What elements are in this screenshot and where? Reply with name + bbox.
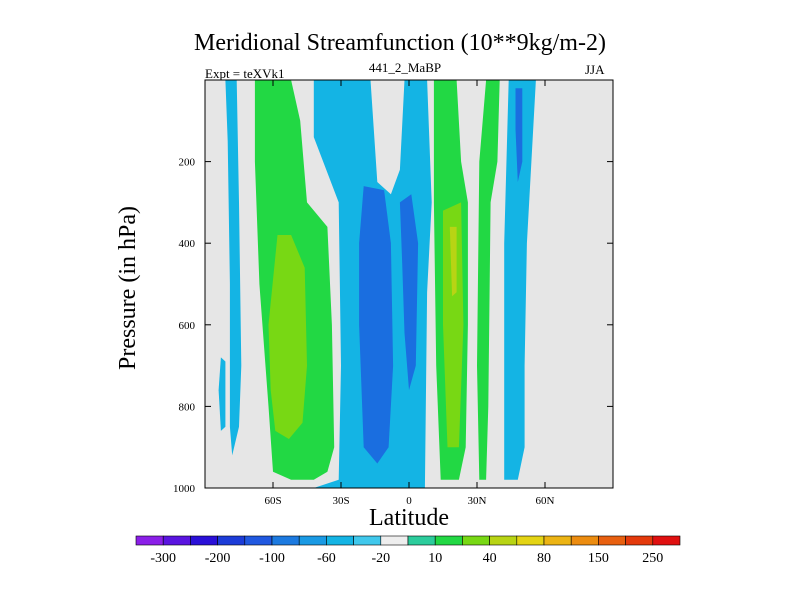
colorbar-swatch [598, 535, 626, 546]
colorbar-swatch [190, 535, 218, 546]
colorbar-swatch [217, 535, 246, 546]
colorbar-swatch [326, 535, 354, 546]
contour-fill-group [218, 80, 536, 488]
colorbar-swatch [135, 535, 164, 546]
colorbar-swatch [543, 535, 572, 546]
x-tick-label: 30N [468, 495, 487, 507]
colorbar-label: -20 [371, 551, 390, 566]
colorbar-swatch [570, 535, 599, 546]
colorbar-swatch [298, 535, 327, 546]
axes: 60S 30S 0 30N 60N 200 400 600 800 1000 [173, 80, 613, 507]
colorbar-label: -300 [150, 551, 176, 566]
y-tick-label: 600 [179, 320, 196, 332]
colorbar-swatch [625, 535, 654, 546]
y-tick-label: 200 [179, 157, 196, 169]
colorbar-swatch [353, 535, 382, 546]
x-tick-label: 60N [536, 495, 555, 507]
contour-region-5 [504, 80, 536, 480]
contour-region-0 [225, 80, 242, 456]
contour-region-6 [359, 186, 394, 464]
contour-region-1 [218, 357, 226, 431]
colorbar-swatch [407, 535, 436, 546]
season-label: JJA [585, 62, 605, 77]
colorbar-label: 250 [642, 551, 663, 566]
x-tick-label: 60S [264, 495, 281, 507]
colorbar-label: 10 [428, 551, 442, 566]
colorbar-swatch [162, 535, 191, 546]
colorbar-label: -100 [259, 551, 285, 566]
contour-region-3 [268, 235, 307, 439]
chart-title: Meridional Streamfunction (10**9kg/m-2) [194, 30, 606, 56]
colorbar-swatch [489, 535, 518, 546]
colorbar: -300 -200 -100 -60 -20 10 40 80 150 250 [135, 535, 681, 566]
x-tick-label: 0 [406, 495, 412, 507]
colorbar-label: 80 [537, 551, 551, 566]
x-axis-title: Latitude [369, 505, 449, 531]
y-tick-label: 1000 [173, 483, 196, 495]
colorbar-label: 150 [588, 551, 609, 566]
experiment-label: Expt = teXVk1 [205, 66, 285, 81]
colorbar-swatch [462, 535, 490, 546]
colorbar-label: -60 [317, 551, 336, 566]
colorbar-swatch [271, 535, 300, 546]
contour-region-8 [515, 88, 523, 182]
colorbar-swatch [652, 535, 681, 546]
y-tick-label: 800 [179, 401, 196, 413]
contour-region-11 [449, 226, 457, 297]
run-label: 441_2_MaBP [368, 60, 442, 75]
colorbar-label: 40 [483, 551, 497, 566]
y-tick-label: 400 [179, 238, 196, 250]
colorbar-label: -200 [205, 551, 231, 566]
contour-region-12 [477, 80, 500, 480]
contour-region-7 [399, 194, 419, 391]
colorbar-swatch [516, 535, 545, 546]
contour-region-10 [443, 202, 464, 448]
colorbar-swatch [434, 535, 463, 546]
x-tick-label: 30S [332, 495, 349, 507]
colorbar-swatch [244, 535, 273, 546]
colorbar-swatch [380, 535, 409, 546]
